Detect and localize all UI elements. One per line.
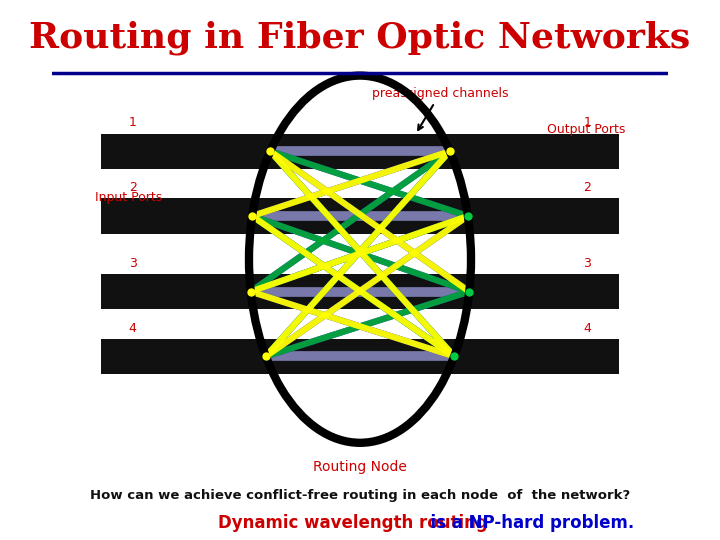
Text: 2: 2 xyxy=(129,181,137,194)
Text: is a NP-hard problem.: is a NP-hard problem. xyxy=(418,514,634,532)
Text: 2: 2 xyxy=(583,181,591,194)
Text: 4: 4 xyxy=(129,321,137,334)
Text: How can we achieve conflict-free routing in each node  of  the network?: How can we achieve conflict-free routing… xyxy=(90,489,630,502)
Text: 4: 4 xyxy=(583,321,591,334)
Text: 1: 1 xyxy=(129,116,137,130)
Text: Routing in Fiber Optic Networks: Routing in Fiber Optic Networks xyxy=(30,21,690,55)
Text: Dynamic wavelength routing: Dynamic wavelength routing xyxy=(218,514,488,532)
Text: 3: 3 xyxy=(129,256,137,269)
FancyBboxPatch shape xyxy=(101,339,619,374)
Text: 3: 3 xyxy=(583,256,591,269)
Ellipse shape xyxy=(249,76,471,443)
FancyBboxPatch shape xyxy=(101,274,619,309)
Text: preassigned channels: preassigned channels xyxy=(372,87,508,130)
FancyBboxPatch shape xyxy=(101,134,619,168)
Text: 1: 1 xyxy=(583,116,591,130)
Text: Output Ports: Output Ports xyxy=(546,123,625,136)
Text: Routing Node: Routing Node xyxy=(313,460,407,474)
FancyBboxPatch shape xyxy=(101,198,619,233)
Text: Input Ports: Input Ports xyxy=(95,191,162,204)
